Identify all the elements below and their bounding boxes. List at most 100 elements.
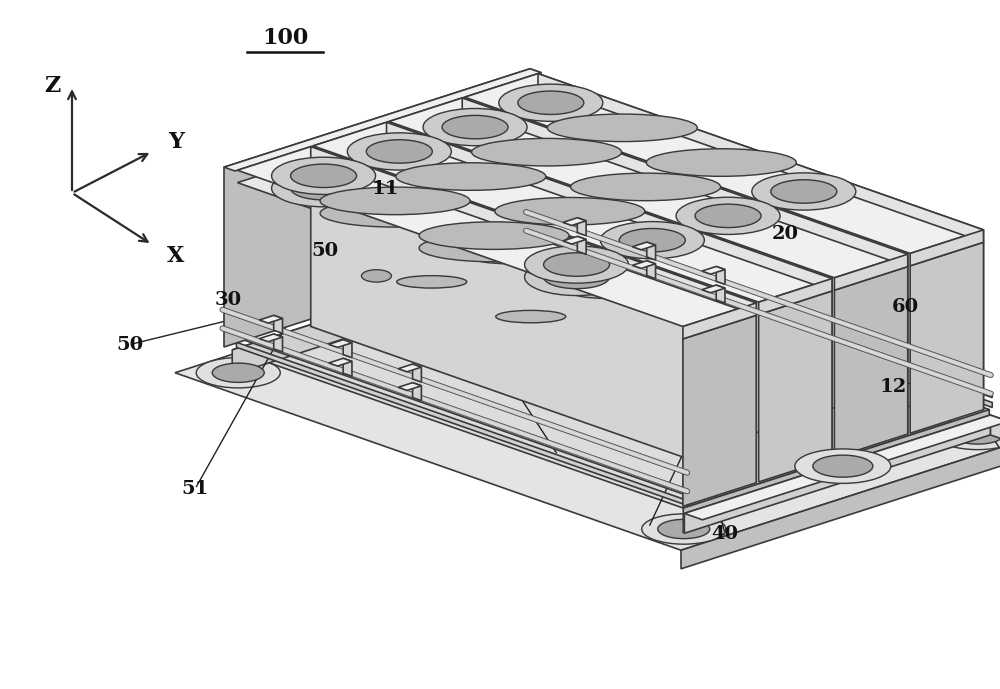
Polygon shape [647,260,656,278]
Polygon shape [329,358,352,366]
Polygon shape [236,332,687,495]
Ellipse shape [496,310,566,322]
Ellipse shape [499,84,603,121]
Ellipse shape [525,246,629,283]
Ellipse shape [506,269,558,288]
Ellipse shape [442,127,508,151]
Ellipse shape [442,115,508,138]
Ellipse shape [547,114,697,142]
Ellipse shape [419,234,569,262]
Text: 51: 51 [181,480,209,498]
Ellipse shape [676,197,780,234]
Ellipse shape [361,269,391,282]
Polygon shape [462,110,908,434]
Polygon shape [313,135,832,315]
Ellipse shape [624,203,694,215]
Ellipse shape [518,91,584,114]
Ellipse shape [291,176,357,200]
Ellipse shape [212,363,264,382]
Text: X: X [167,245,185,267]
Ellipse shape [419,222,569,249]
Ellipse shape [196,358,280,388]
Ellipse shape [544,253,610,276]
Ellipse shape [291,164,357,187]
Ellipse shape [936,420,1000,450]
Polygon shape [465,86,984,266]
Polygon shape [530,69,541,252]
Polygon shape [237,159,756,339]
Ellipse shape [320,200,470,227]
Polygon shape [389,98,908,278]
Polygon shape [313,123,832,302]
Polygon shape [683,303,756,339]
Ellipse shape [600,234,704,271]
Polygon shape [759,291,832,482]
Text: 11: 11 [371,181,399,198]
Ellipse shape [600,222,704,259]
Polygon shape [413,364,421,382]
Polygon shape [232,251,989,508]
Ellipse shape [647,262,717,274]
Ellipse shape [423,108,527,145]
Ellipse shape [472,151,622,178]
Polygon shape [541,234,992,398]
Ellipse shape [642,514,726,544]
Polygon shape [224,69,530,347]
Ellipse shape [658,520,710,539]
Ellipse shape [646,149,796,176]
Polygon shape [274,316,283,333]
Ellipse shape [366,140,432,163]
Polygon shape [910,243,984,433]
Polygon shape [232,251,538,375]
Polygon shape [647,242,656,260]
Ellipse shape [495,210,645,238]
Ellipse shape [472,138,622,166]
Ellipse shape [619,241,685,265]
Ellipse shape [396,163,546,190]
Ellipse shape [771,180,837,203]
Ellipse shape [272,157,376,194]
Text: 30: 30 [214,291,242,309]
Polygon shape [224,69,541,171]
Polygon shape [683,410,989,533]
Polygon shape [538,251,989,435]
Polygon shape [538,74,984,243]
Polygon shape [535,257,1000,453]
Polygon shape [683,316,756,506]
Ellipse shape [572,286,642,298]
Polygon shape [632,260,656,269]
Ellipse shape [695,204,761,227]
Polygon shape [413,382,421,400]
Polygon shape [398,382,421,391]
Polygon shape [329,340,352,347]
Text: 60: 60 [891,298,919,316]
Polygon shape [236,342,687,506]
Polygon shape [398,364,421,372]
Polygon shape [343,340,352,358]
Polygon shape [716,285,725,303]
Ellipse shape [619,229,685,252]
Ellipse shape [361,149,391,161]
Ellipse shape [795,449,891,484]
Polygon shape [563,218,586,225]
Polygon shape [910,230,984,266]
Ellipse shape [347,145,451,183]
Polygon shape [274,334,283,352]
Ellipse shape [518,103,584,127]
Ellipse shape [813,455,873,477]
Polygon shape [681,435,1000,569]
Text: Y: Y [168,131,184,153]
Ellipse shape [548,227,618,239]
Polygon shape [716,267,725,285]
Ellipse shape [320,187,470,215]
Text: 50: 50 [116,336,144,353]
Polygon shape [684,415,990,533]
Ellipse shape [366,152,432,176]
Polygon shape [259,316,283,323]
Ellipse shape [272,169,376,207]
Polygon shape [702,285,725,293]
Ellipse shape [676,209,780,247]
Polygon shape [462,98,908,267]
Text: 100: 100 [262,27,308,49]
Ellipse shape [646,161,796,189]
